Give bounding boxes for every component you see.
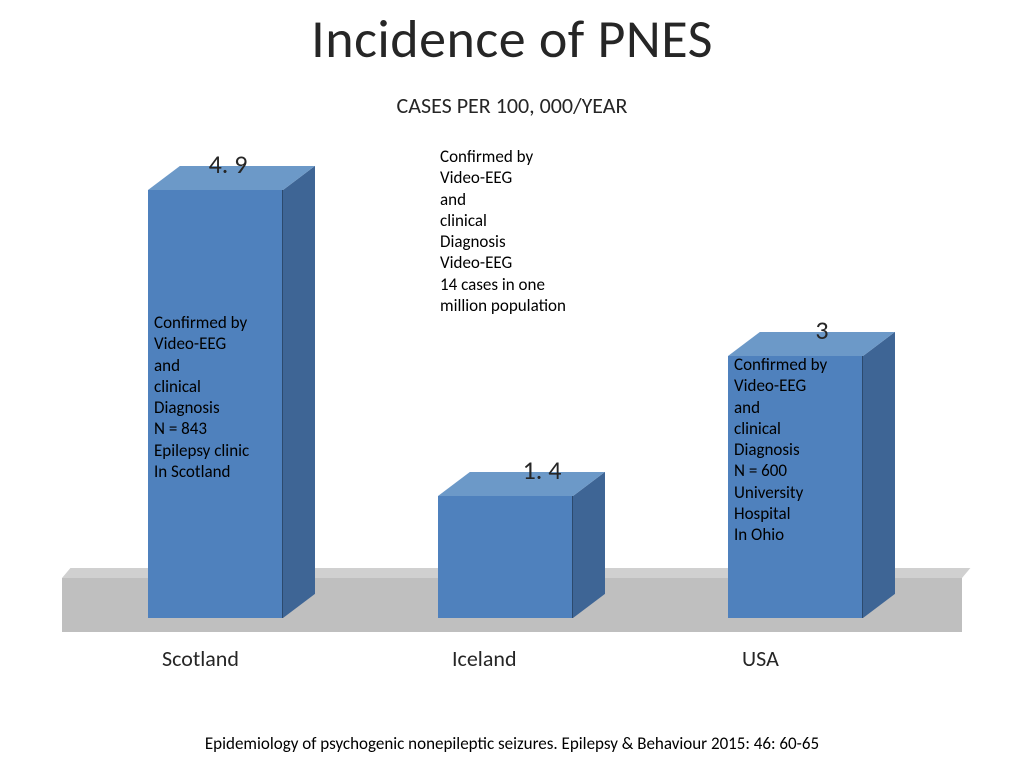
x-label-usa: USA [742,645,942,672]
bar-value-iceland: 1. 4 [462,454,622,486]
slide: Incidence of PNES CASES PER 100, 000/YEA… [0,0,1024,768]
citation: Epidemiology of psychogenic nonepileptic… [0,733,1024,754]
chart-title: CASES PER 100, 000/YEAR [62,92,962,119]
annotation-scotland: Confirmed by Video-EEG and clinical Diag… [154,312,249,482]
x-label-scotland: Scotland [162,645,362,672]
page-title: Incidence of PNES [0,6,1024,72]
bar-chart: CASES PER 100, 000/YEAR 4. 9 1. 4 3 Scot… [62,82,962,682]
annotation-iceland: Confirmed by Video-EEG and clinical Diag… [440,146,566,316]
annotation-usa: Confirmed by Video-EEG and clinical Diag… [734,354,827,545]
bar-value-scotland: 4. 9 [148,148,308,180]
x-label-iceland: Iceland [452,645,652,672]
bar-value-usa: 3 [742,314,902,346]
